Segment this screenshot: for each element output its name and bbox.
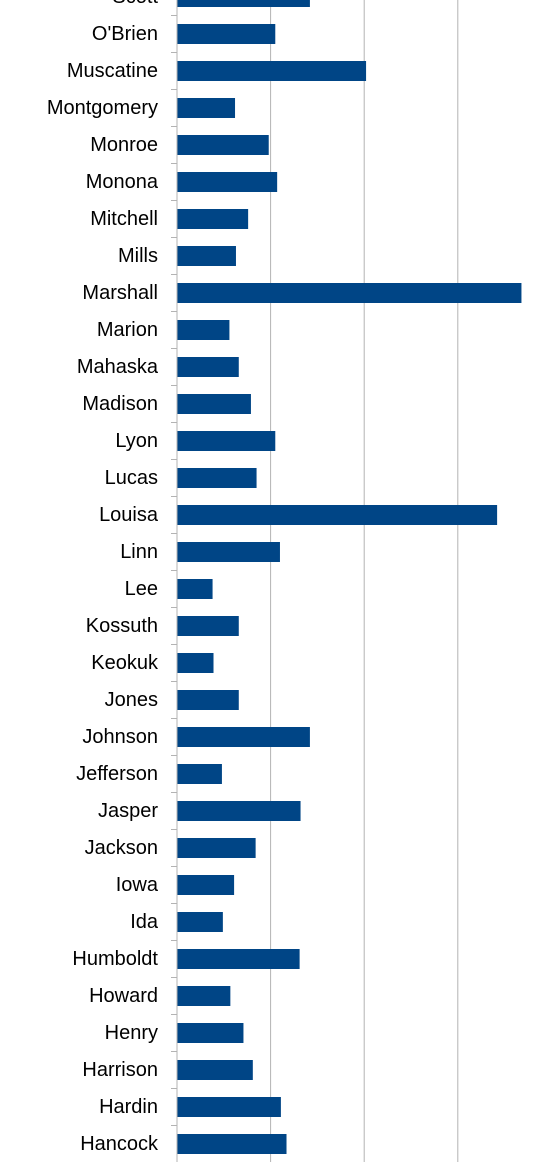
bar-keokuk xyxy=(177,653,214,673)
category-label: Mitchell xyxy=(90,208,158,230)
category-label: Linn xyxy=(120,541,158,563)
bar-jefferson xyxy=(177,764,222,784)
category-label: Ida xyxy=(130,911,159,933)
bar-kossuth xyxy=(177,616,239,636)
bar-jackson xyxy=(177,838,256,858)
category-label: Lyon xyxy=(115,430,158,452)
category-labels: Scott O'Brien Muscatine Montgomery Monroe Mon… xyxy=(47,0,159,1155)
category-label: Howard xyxy=(89,985,158,1007)
bar-madison xyxy=(177,394,251,414)
bar-monona xyxy=(177,172,278,192)
category-label: Muscatine xyxy=(67,60,158,82)
category-label: Montgomery xyxy=(47,97,158,119)
category-label: Kossuth xyxy=(86,615,158,637)
category-label: Harrison xyxy=(82,1059,158,1081)
bar-ida xyxy=(177,912,223,932)
bar-mitchell xyxy=(177,209,249,229)
category-axis xyxy=(171,0,178,1162)
bar-marion xyxy=(177,320,230,340)
category-label: Marion xyxy=(97,319,158,341)
category-label: Jasper xyxy=(98,800,158,822)
bar-marshall xyxy=(177,283,522,303)
bar-scott xyxy=(177,0,310,7)
bar-jasper xyxy=(177,801,301,821)
category-label: Lee xyxy=(125,578,158,600)
category-label: Louisa xyxy=(99,504,159,526)
bar-muscatine xyxy=(177,61,367,81)
bar-mahaska xyxy=(177,357,239,377)
bar-louisa xyxy=(177,505,498,525)
bar-lyon xyxy=(177,431,276,451)
category-label: Scott xyxy=(112,0,158,8)
category-label: O'Brien xyxy=(92,23,158,45)
bar-montgomery xyxy=(177,98,236,118)
bar-lucas xyxy=(177,468,257,488)
category-label: Humboldt xyxy=(72,948,158,970)
bar-howard xyxy=(177,986,231,1006)
bars xyxy=(177,0,522,1154)
category-label: Hardin xyxy=(99,1096,158,1118)
bar-johnson xyxy=(177,727,310,747)
category-label: Jones xyxy=(105,689,158,711)
category-label: Hancock xyxy=(80,1133,159,1155)
bar-henry xyxy=(177,1023,244,1043)
category-label: Mills xyxy=(118,245,158,267)
bar-hancock xyxy=(177,1134,287,1154)
category-label: Mahaska xyxy=(77,356,159,378)
category-label: Madison xyxy=(82,393,158,415)
category-label: Iowa xyxy=(116,874,159,896)
category-label: Monona xyxy=(86,171,159,193)
bar-hardin xyxy=(177,1097,281,1117)
bar-humboldt xyxy=(177,949,300,969)
category-label: Lucas xyxy=(105,467,158,489)
gridlines xyxy=(270,0,459,1162)
bar-obrien xyxy=(177,24,276,44)
bar-lee xyxy=(177,579,213,599)
bar-harrison xyxy=(177,1060,253,1080)
category-label: Henry xyxy=(105,1022,158,1044)
bar-iowa xyxy=(177,875,235,895)
bar-linn xyxy=(177,542,280,562)
category-label: Keokuk xyxy=(91,652,159,674)
bar-jones xyxy=(177,690,239,710)
category-label: Monroe xyxy=(90,134,158,156)
category-label: Marshall xyxy=(82,282,158,304)
category-label: Jackson xyxy=(85,837,158,859)
bar-mills xyxy=(177,246,236,266)
category-label: Jefferson xyxy=(76,763,158,785)
bar-monroe xyxy=(177,135,269,155)
category-label: Johnson xyxy=(82,726,158,748)
